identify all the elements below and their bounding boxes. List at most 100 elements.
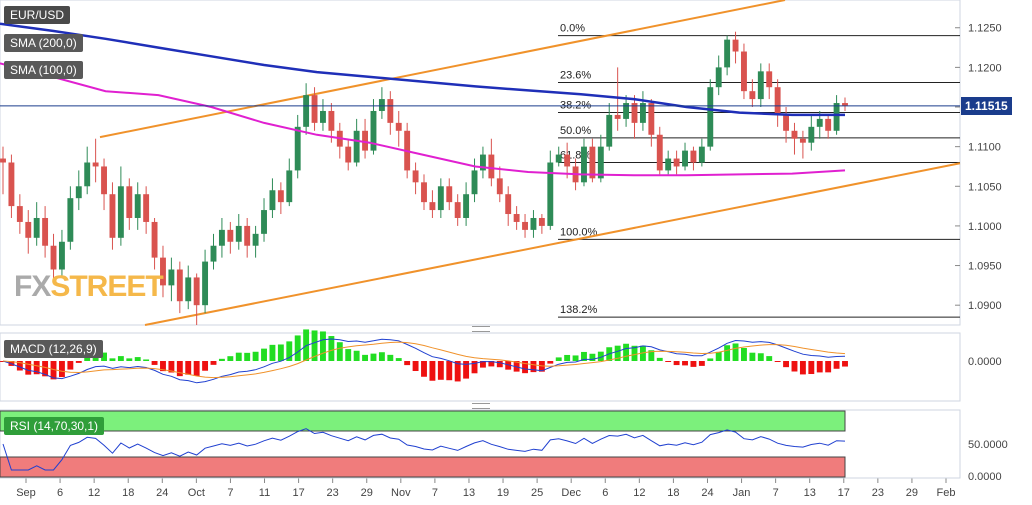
x-tick-label: 25 [531,487,543,499]
candle-body [623,103,630,119]
candle-body [151,221,158,258]
x-tick-label: 19 [497,487,509,499]
candle-body [581,146,587,183]
x-tick-label: 7 [227,487,233,499]
candle-body [437,186,444,211]
pane-resize-handle-1[interactable] [472,326,490,332]
x-tick-label: Jan [733,487,751,499]
macd-histogram-bar [816,361,823,373]
macd-histogram-bar [724,345,731,361]
macd-histogram-bar [690,361,697,367]
candle-body [50,245,57,270]
price-tick-label: 1.1250 [968,23,1002,35]
candle-body [597,146,604,179]
macd-histogram-bar [682,361,688,366]
macd-histogram-bar [732,343,739,361]
macd-histogram-bar [75,361,82,363]
price-tick-label: 1.1100 [968,142,1001,154]
candle-body [0,158,6,163]
macd-histogram-bar [134,357,141,361]
macd-histogram-bar [277,344,284,361]
macd-histogram-bar [227,356,234,361]
macd-histogram-bar [320,331,326,361]
pane-resize-handle-2[interactable] [472,403,490,409]
candle-body [783,114,790,131]
rsi-legend[interactable]: RSI (14,70,30,1) [4,417,105,435]
symbol-label[interactable]: EUR/USD [4,6,71,24]
macd-histogram-bar [378,352,385,361]
macd-histogram-bar [336,342,343,361]
price-tick-label: 1.1000 [968,221,1002,233]
candle-body [25,221,32,238]
sma100-legend[interactable]: SMA (100,0) [4,61,83,79]
candle-body [277,190,284,203]
candle-body [698,146,705,163]
x-tick-label: 7 [432,487,438,499]
macd-line [2,338,846,384]
x-tick-label: 13 [804,487,816,499]
current-price-text: 1.11515 [965,99,1008,113]
candle-body [538,217,545,226]
candle-body [210,245,217,262]
candle-body [421,182,427,203]
macd-histogram-bar [715,351,722,361]
candle-body [673,158,680,167]
macd-histogram-bar [631,345,638,361]
candle-body [328,110,335,131]
candle-body [589,146,596,179]
macd-histogram-bar [665,361,672,362]
macd-histogram-bar [505,361,512,370]
candle-body [774,87,781,115]
x-tick-label: 17 [292,487,304,499]
candle-body [757,71,764,100]
candle-body [833,103,840,131]
signal-line [2,341,846,379]
candle-body [715,67,722,88]
macd-histogram-bar [328,336,335,361]
candle-body [749,91,756,100]
candle-body [463,194,470,218]
candle-body [690,150,697,163]
macd-histogram-bar [774,361,781,362]
macd-legend[interactable]: MACD (12,26,9) [4,340,103,358]
macd-histogram-bar [698,361,705,366]
candle-body [454,202,461,218]
candle-body [522,221,528,230]
macd-histogram-bar [210,361,217,365]
candle-body [42,217,49,246]
candle-body [496,178,503,195]
candle-body [816,118,823,127]
macd-histogram-bar [294,335,301,361]
macd-histogram-bar [269,344,276,361]
candle-body [193,277,200,306]
macd-histogram-bar [33,361,40,375]
candle-body [614,114,621,119]
candle-body [362,130,369,151]
sma200-legend[interactable]: SMA (200,0) [4,34,83,52]
macd-histogram-bar [345,349,352,361]
candle-body [311,95,318,123]
watermark-street: STREET [50,270,163,303]
macd-histogram-bar [353,350,360,361]
candle-body [75,186,82,199]
macd-histogram-bar [370,353,377,361]
macd-histogram-bar [614,345,621,361]
macd-histogram-bar [117,356,124,361]
candle-body [471,170,478,195]
macd-histogram-bar [833,361,840,369]
macd-histogram-bar [530,361,537,373]
lower-trendline [144,162,961,326]
macd-histogram-bar [67,361,74,370]
candle-body [488,154,495,179]
macd-histogram-bar [454,361,461,382]
macd-histogram-bar [564,354,571,361]
macd-histogram-bar [16,361,23,371]
candle-body [92,162,99,167]
candle-body [505,194,512,215]
symbol-text: EUR/USD [10,8,65,22]
macd-histogram-bar [42,361,49,377]
candle-body [412,170,419,183]
candle-body [370,110,377,151]
candle-body [682,150,688,167]
macd-histogram-bar [84,355,91,361]
